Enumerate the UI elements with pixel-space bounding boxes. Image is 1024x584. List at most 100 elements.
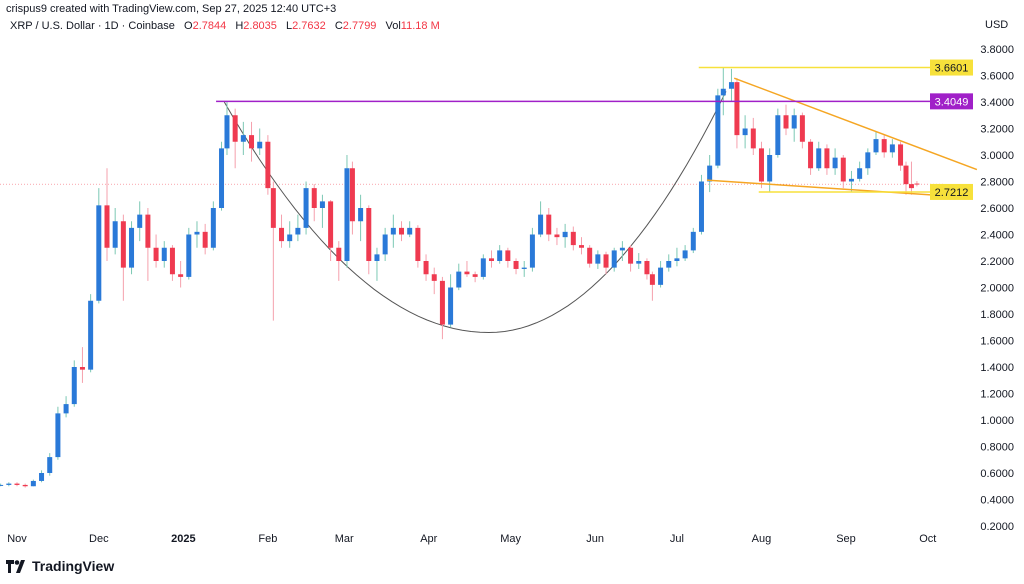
time-tick-label: Apr — [420, 533, 437, 545]
price-tick-label: 3.0000 — [980, 150, 1014, 162]
price-tick-label: 0.6000 — [980, 468, 1014, 480]
resistance-high-price-badge — [930, 59, 973, 76]
candle-body — [0, 484, 4, 486]
candle-body — [595, 254, 601, 264]
candle-body — [249, 135, 255, 149]
lower-wedge-line — [706, 179, 969, 199]
candle-body — [30, 480, 36, 487]
candle-body — [161, 247, 167, 261]
candle-body — [137, 214, 143, 228]
price-tick-label: 3.2000 — [980, 124, 1014, 136]
candle-body — [407, 227, 413, 235]
candle-body — [336, 247, 342, 261]
upper-wedge-line — [733, 77, 978, 171]
candle-body — [513, 261, 519, 269]
candle-body — [311, 188, 317, 208]
candle-body — [431, 274, 437, 281]
candle-body — [898, 144, 904, 166]
candles-group — [0, 67, 920, 488]
candle-body — [39, 473, 45, 481]
open-label: O — [184, 20, 193, 32]
candle-body — [658, 267, 664, 285]
candle-body — [472, 274, 478, 277]
cup-curve — [223, 91, 727, 334]
candle-body — [257, 141, 263, 149]
price-tick-label: 1.8000 — [980, 309, 1014, 321]
price-tick-label: 2.8000 — [980, 177, 1014, 189]
candle-body — [456, 271, 462, 288]
candle-body — [644, 261, 650, 275]
candle-body — [14, 483, 20, 485]
time-tick-label: Jun — [586, 533, 604, 545]
candle-body — [88, 300, 94, 370]
candle-body — [303, 188, 309, 228]
candle-body — [464, 271, 470, 275]
candle-body — [562, 231, 568, 238]
candle-body — [546, 214, 552, 235]
support-price-badge — [930, 183, 973, 200]
candle-body — [628, 247, 634, 264]
price-tick-label: 3.4000 — [980, 97, 1014, 109]
candle-body — [538, 214, 544, 235]
time-axis[interactable]: Nov Dec 2025 Feb Mar Apr May Jun Jul Aug Sep Oct — [7, 533, 936, 545]
candle-body — [649, 274, 655, 285]
brand-name: TradingView — [32, 558, 115, 574]
time-tick-label: May — [500, 533, 521, 545]
candle-body — [603, 254, 609, 268]
tradingview-logo-icon — [6, 559, 25, 573]
time-tick-label: Nov — [7, 533, 27, 545]
price-tick-label: 1.0000 — [980, 415, 1014, 427]
candle-body — [224, 115, 230, 149]
drawings-group: 3.6601 3.4049 2.7212 — [216, 59, 978, 200]
candle-body — [824, 148, 830, 169]
candle-body — [448, 287, 454, 325]
candle-body — [832, 157, 838, 169]
candle-body — [908, 184, 914, 189]
candle-body — [619, 247, 625, 251]
candle-body — [881, 139, 887, 153]
symbol-title[interactable]: XRP / U.S. Dollar · 1D · Coinbase — [10, 20, 175, 32]
symbol-legend: XRP / U.S. Dollar · 1D · Coinbase O2.784… — [10, 20, 446, 32]
candle-body — [682, 250, 688, 259]
resistance-mid-price-badge — [930, 93, 973, 110]
candle-body — [287, 234, 293, 242]
price-tick-label: 2.0000 — [980, 283, 1014, 295]
candle-body — [808, 141, 814, 169]
candle-body — [728, 82, 734, 89]
candle-body — [707, 165, 713, 182]
candle-body — [848, 178, 854, 182]
candle-body — [914, 183, 920, 185]
candle-body — [169, 247, 175, 275]
candle-body — [22, 484, 28, 487]
high-label: H — [235, 20, 244, 32]
price-axis[interactable]: 0.2000 0.4000 0.6000 0.8000 1.0000 1.2000 1.40… — [980, 44, 1014, 533]
candle-body — [521, 267, 527, 269]
candle-body — [715, 95, 721, 166]
candle-body — [120, 221, 126, 268]
candle-body — [202, 231, 208, 248]
candle-body — [816, 148, 822, 169]
candle-body — [889, 144, 895, 153]
candle-body — [129, 227, 135, 268]
candle-body — [666, 261, 672, 268]
time-tick-label: Feb — [258, 533, 277, 545]
candle-body — [840, 157, 846, 182]
candle-body — [6, 483, 12, 485]
price-tick-label: 1.4000 — [980, 362, 1014, 374]
time-tick-label: Jul — [670, 533, 684, 545]
resistance-mid-price-label: 3.4049 — [935, 96, 969, 108]
candle-body — [720, 88, 726, 96]
candle-body — [319, 201, 325, 208]
candle-body — [47, 457, 53, 473]
candle-body — [611, 250, 617, 268]
candle-body — [767, 155, 773, 182]
candle-body — [399, 227, 405, 235]
candle-body — [96, 205, 102, 301]
tradingview-logo[interactable]: TradingView — [6, 558, 114, 574]
time-tick-label: Oct — [919, 533, 936, 545]
support-price-label: 2.7212 — [935, 187, 969, 199]
chart-credit: crispus9 created with TradingView.com, S… — [6, 3, 337, 15]
price-tick-label: 2.2000 — [980, 256, 1014, 268]
candle-body — [775, 115, 781, 155]
